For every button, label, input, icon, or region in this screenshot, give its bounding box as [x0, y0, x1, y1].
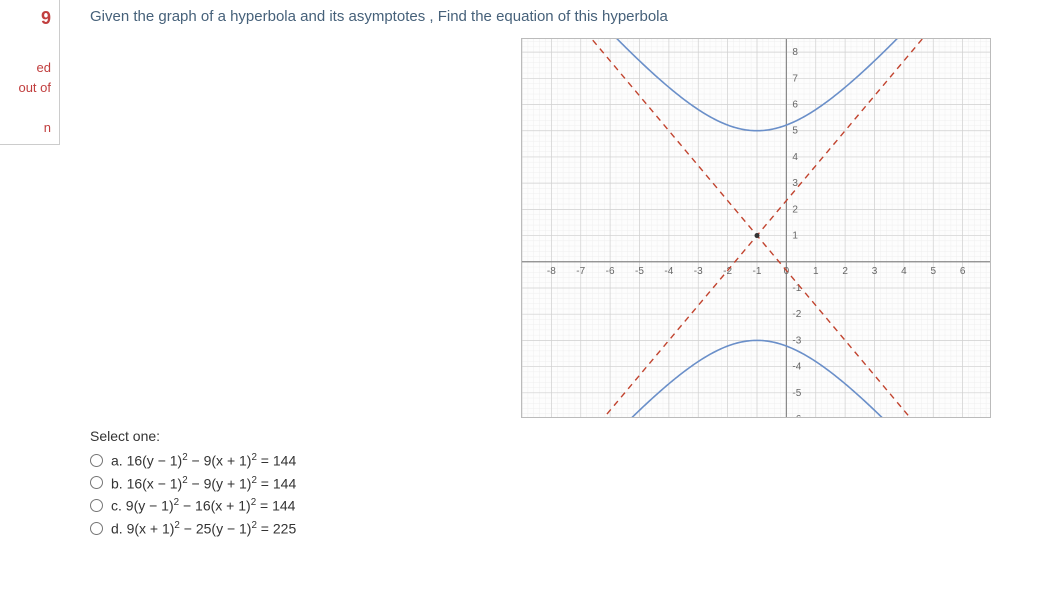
graph-svg: -8-7-6-5-4-3-2-10123456-6-5-4-3-2-112345… — [521, 38, 991, 418]
svg-text:3: 3 — [792, 178, 798, 189]
svg-text:5: 5 — [930, 266, 936, 277]
svg-text:3: 3 — [872, 266, 878, 277]
option-radio-d[interactable] — [90, 522, 103, 535]
sidebar-status-2: out of — [18, 80, 51, 95]
sidebar-status-1: ed — [37, 60, 51, 75]
svg-text:-6: -6 — [606, 266, 615, 277]
svg-text:5: 5 — [792, 126, 798, 137]
question-text: Given the graph of a hyperbola and its a… — [90, 8, 1031, 25]
svg-text:-4: -4 — [792, 362, 801, 373]
svg-text:-6: -6 — [792, 414, 801, 418]
options-list: a. 16(y − 1)2 − 9(x + 1)2 = 144 b. 16(x −… — [90, 452, 296, 537]
svg-text:7: 7 — [792, 73, 798, 84]
question-number: 9 — [41, 8, 51, 29]
option-row: d. 9(x + 1)2 − 25(y − 1)2 = 225 — [90, 520, 296, 537]
option-label-d[interactable]: d. 9(x + 1)2 − 25(y − 1)2 = 225 — [111, 520, 296, 537]
svg-text:-3: -3 — [694, 266, 703, 277]
svg-text:-1: -1 — [753, 266, 762, 277]
svg-text:6: 6 — [792, 100, 798, 111]
svg-text:1: 1 — [792, 231, 798, 242]
svg-text:1: 1 — [813, 266, 819, 277]
sidebar-flag: n — [44, 120, 51, 135]
option-label-b[interactable]: b. 16(x − 1)2 − 9(y + 1)2 = 144 — [111, 475, 296, 492]
option-radio-c[interactable] — [90, 499, 103, 512]
svg-text:-7: -7 — [576, 266, 585, 277]
main-content: Given the graph of a hyperbola and its a… — [90, 8, 1031, 40]
svg-text:4: 4 — [792, 152, 798, 163]
svg-text:-5: -5 — [792, 388, 801, 399]
svg-text:2: 2 — [842, 266, 848, 277]
option-row: a. 16(y − 1)2 − 9(x + 1)2 = 144 — [90, 452, 296, 469]
svg-text:-8: -8 — [547, 266, 556, 277]
option-row: c. 9(y − 1)2 − 16(x + 1)2 = 144 — [90, 497, 296, 514]
svg-text:-2: -2 — [792, 309, 801, 320]
answer-options: Select one: a. 16(y − 1)2 − 9(x + 1)2 = … — [90, 428, 296, 543]
options-title: Select one: — [90, 428, 296, 444]
svg-text:4: 4 — [901, 266, 907, 277]
option-label-a[interactable]: a. 16(y − 1)2 − 9(x + 1)2 = 144 — [111, 452, 296, 469]
svg-text:8: 8 — [792, 47, 798, 58]
svg-text:2: 2 — [792, 204, 798, 215]
option-radio-b[interactable] — [90, 476, 103, 489]
svg-text:-3: -3 — [792, 335, 801, 346]
option-label-c[interactable]: c. 9(y − 1)2 − 16(x + 1)2 = 144 — [111, 497, 295, 514]
svg-text:-4: -4 — [664, 266, 673, 277]
question-sidebar: 9 ed out of n — [0, 0, 60, 145]
option-row: b. 16(x − 1)2 − 9(y + 1)2 = 144 — [90, 475, 296, 492]
svg-text:6: 6 — [960, 266, 966, 277]
svg-text:-5: -5 — [635, 266, 644, 277]
option-radio-a[interactable] — [90, 454, 103, 467]
svg-text:-1: -1 — [792, 283, 801, 294]
hyperbola-graph: -8-7-6-5-4-3-2-10123456-6-5-4-3-2-112345… — [521, 38, 991, 421]
